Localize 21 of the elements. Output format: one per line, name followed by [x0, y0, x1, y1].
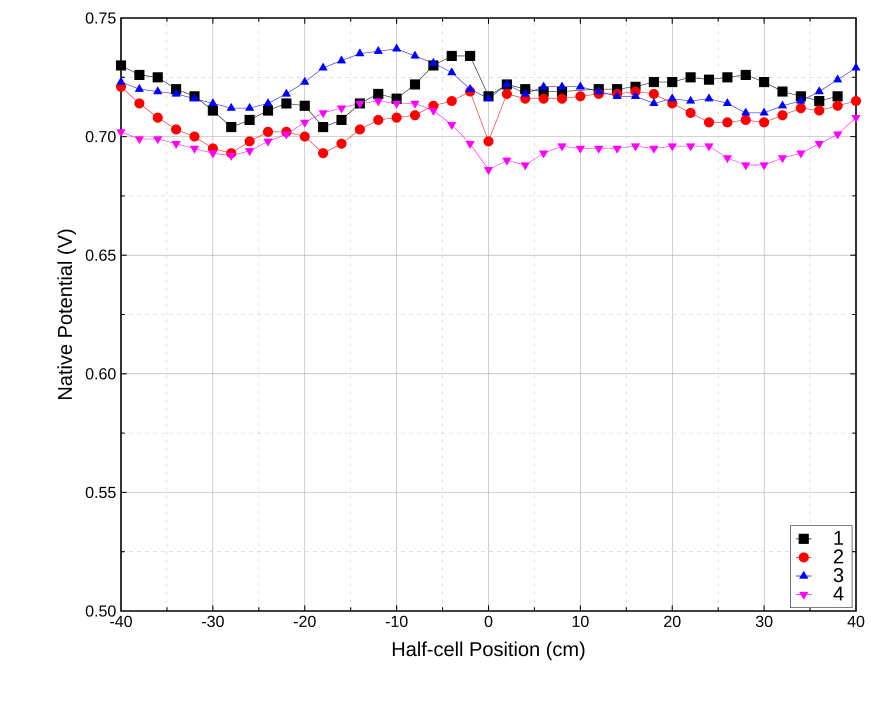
x-tick-label: 40	[847, 616, 864, 628]
y-tick-label: 0.55	[86, 486, 116, 498]
y-tick-label: 0.70	[86, 130, 116, 142]
x-tick-label: -30	[202, 616, 224, 628]
y-tick-label: 0.65	[86, 250, 116, 261]
x-tick-label: -10	[386, 616, 408, 628]
x-axis-title: Half-cell Position (cm)	[392, 642, 584, 660]
x-tick-label: 0	[484, 616, 492, 628]
y-tick-label: 0.75	[86, 12, 116, 24]
y-tick-label: 0.60	[86, 368, 116, 380]
x-tick-label: 20	[664, 616, 681, 628]
legend-label: 4	[833, 586, 844, 600]
legend-label: 2	[834, 549, 844, 564]
x-tick-label: -20	[294, 616, 316, 628]
x-tick-label: 10	[572, 616, 589, 628]
legend-label: 1	[834, 530, 844, 545]
y-axis-title: Native Potential (V)	[57, 230, 76, 400]
x-tick-label: 30	[756, 616, 772, 628]
x-tick-label: -40	[110, 616, 132, 628]
y-tick-label: 0.50	[86, 605, 116, 617]
legend-label: 3	[834, 568, 844, 582]
